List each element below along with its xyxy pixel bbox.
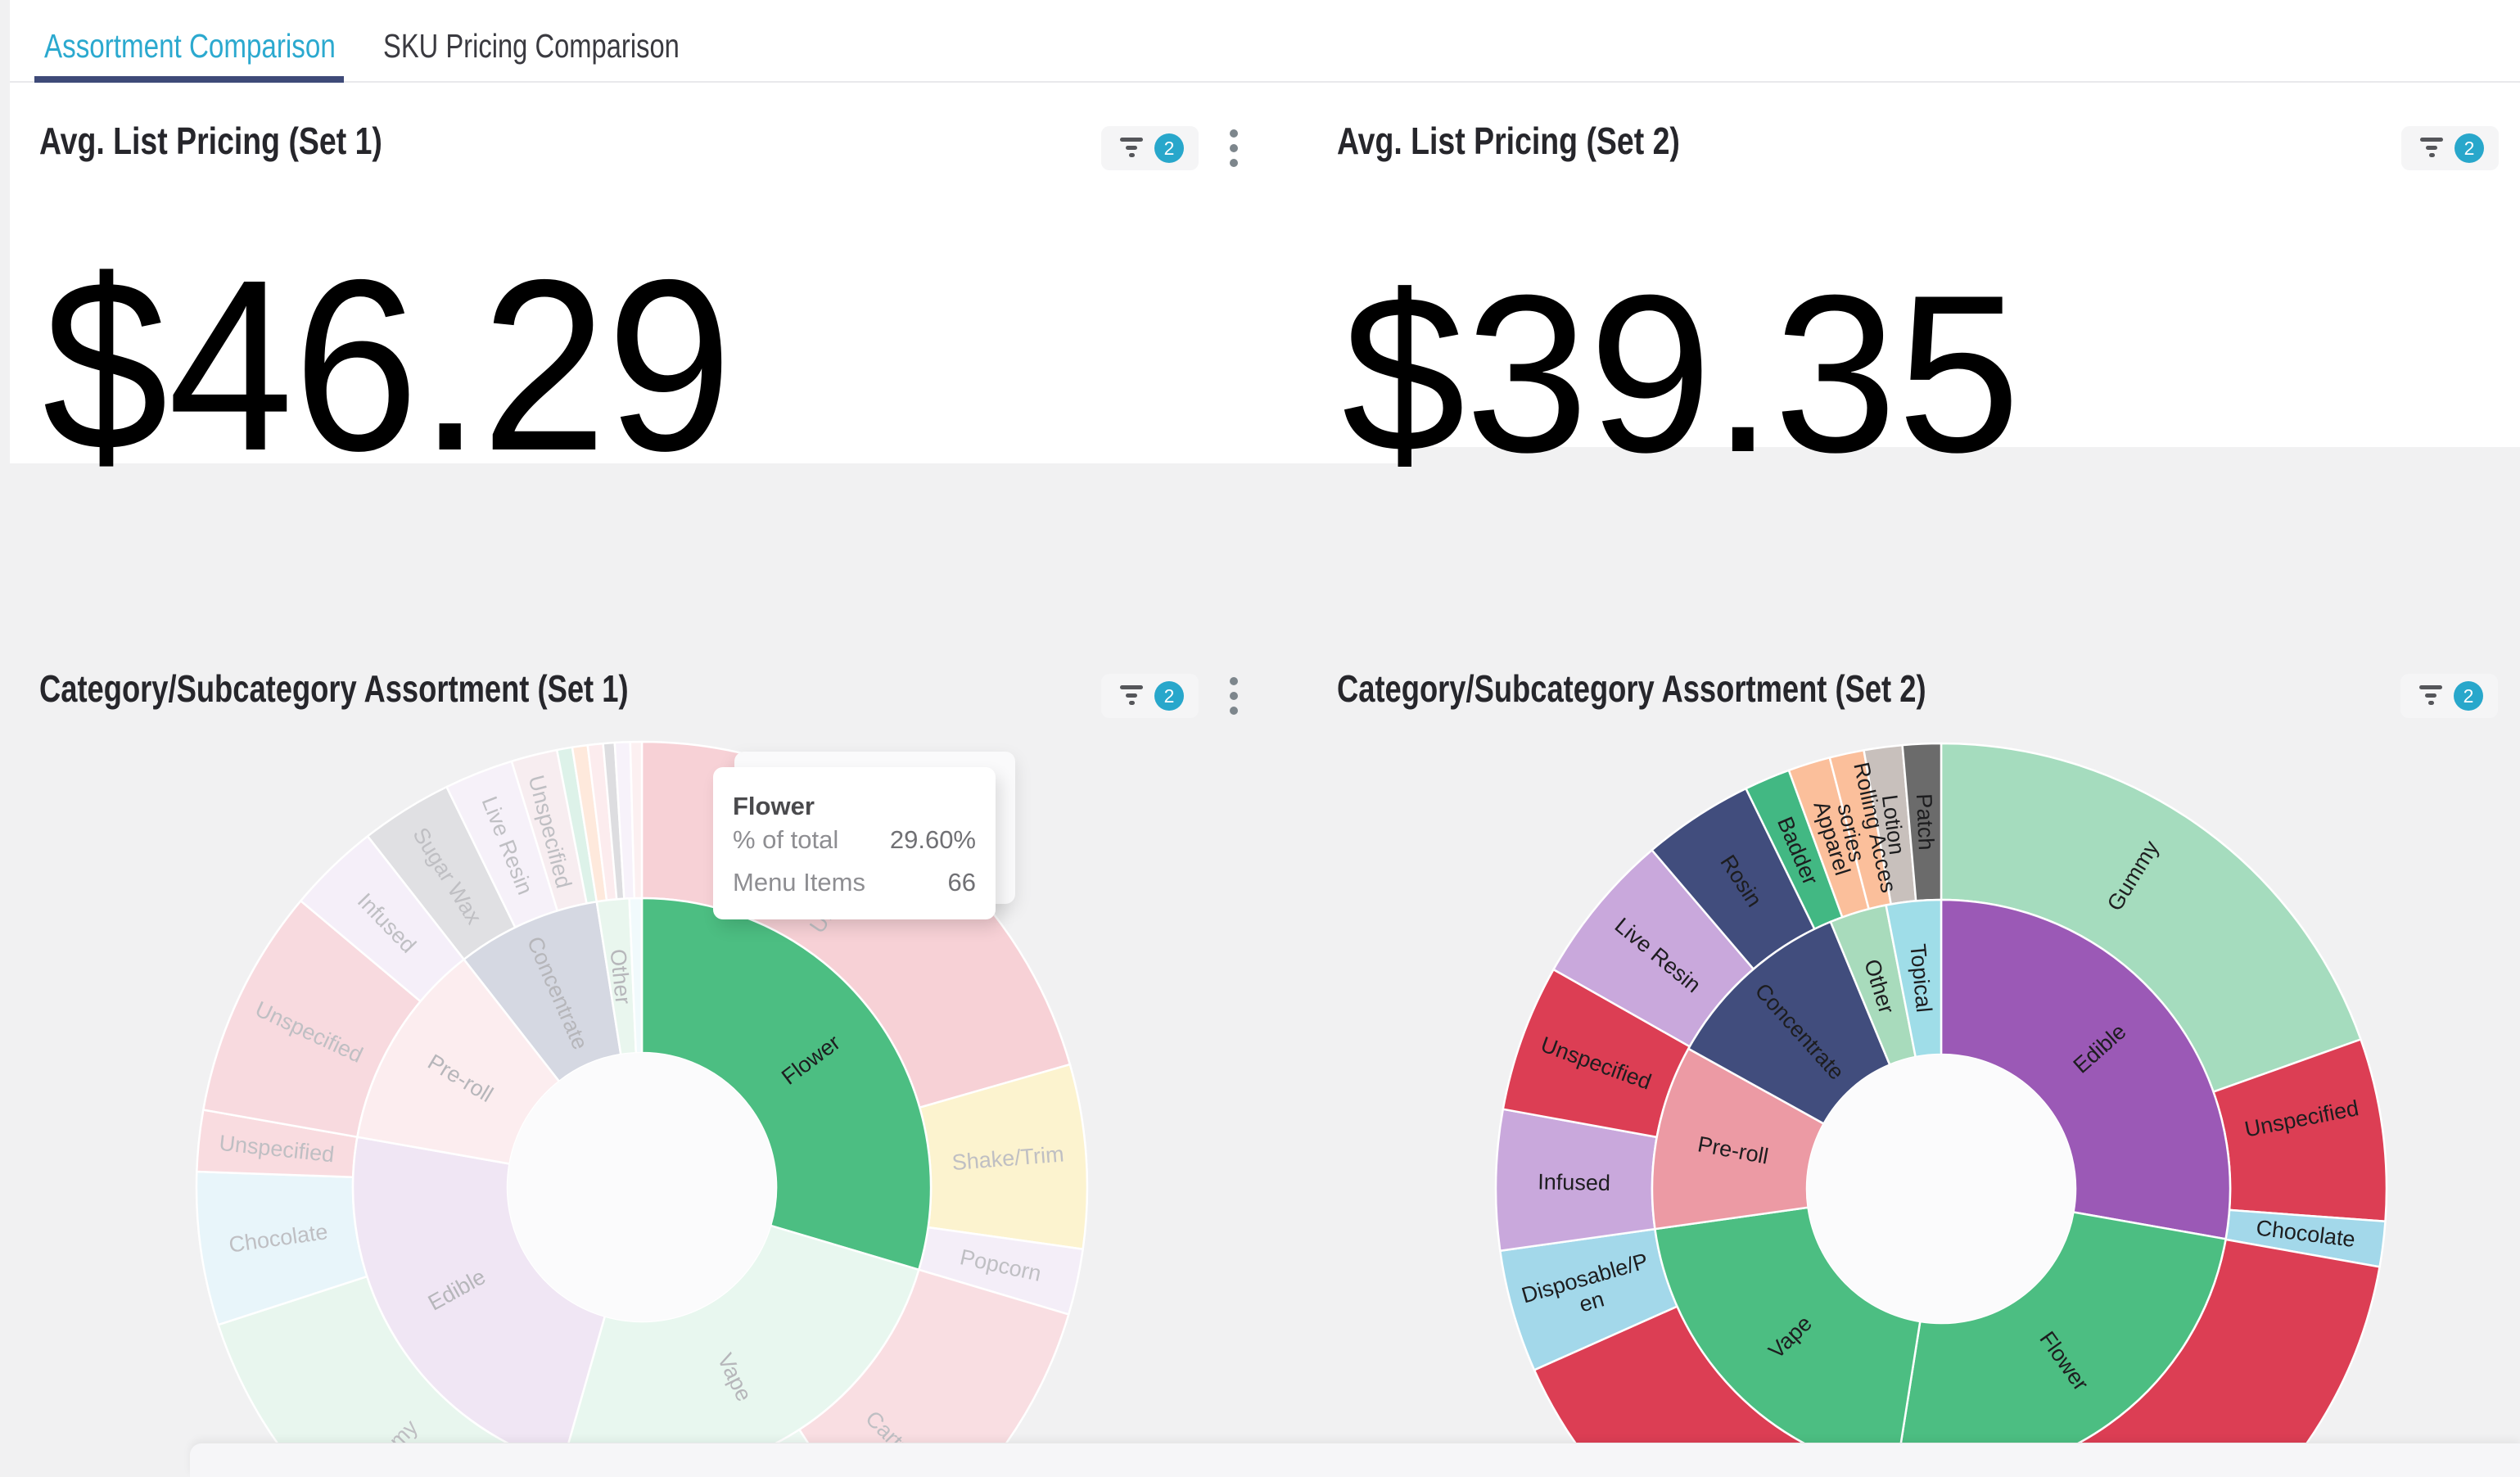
svg-text:Infused: Infused <box>1538 1169 1610 1195</box>
svg-text:Other: Other <box>606 948 636 1005</box>
svg-text:Patch: Patch <box>1912 793 1939 851</box>
